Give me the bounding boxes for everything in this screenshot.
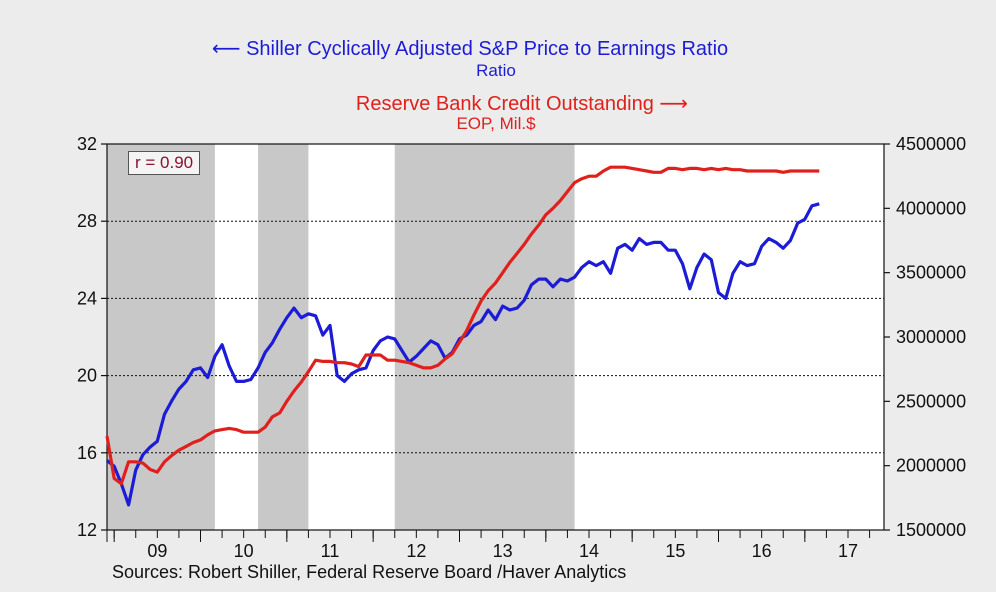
left-axis-tick-label: 16 bbox=[77, 443, 97, 463]
left-axis-tick-label: 28 bbox=[77, 211, 97, 231]
x-axis-tick-label: 12 bbox=[406, 541, 426, 561]
right-arrow-icon: ⟶ bbox=[659, 93, 689, 115]
blue-series-title: ⟵ Shiller Cyclically Adjusted S&P Price … bbox=[0, 36, 940, 61]
red-series-title: Reserve Bank Credit Outstanding ⟶ bbox=[0, 91, 996, 116]
left-axis-tick-label: 20 bbox=[77, 366, 97, 386]
x-axis-tick-label: 09 bbox=[147, 541, 167, 561]
x-axis-tick-label: 10 bbox=[234, 541, 254, 561]
left-axis-tick-label: 32 bbox=[77, 134, 97, 154]
shaded-period-3 bbox=[394, 144, 575, 530]
right-axis-tick-label: 4000000 bbox=[896, 198, 966, 218]
reserve-credit-line bbox=[105, 165, 820, 486]
left-axis-tick-label: 24 bbox=[77, 288, 97, 308]
red-series-title-text: Reserve Bank Credit Outstanding bbox=[355, 93, 654, 115]
sources-note: Sources: Robert Shiller, Federal Reserve… bbox=[112, 562, 627, 582]
left-arrow-icon: ⟵ bbox=[211, 38, 241, 60]
x-axis-tick-label: 14 bbox=[579, 541, 599, 561]
shaded-period-2 bbox=[258, 144, 309, 530]
right-axis-tick-label: 4500000 bbox=[896, 134, 966, 154]
x-axis-tick-label: 16 bbox=[752, 541, 772, 561]
blue-series-unit: Ratio bbox=[476, 61, 516, 80]
left-axis-tick-label: 12 bbox=[77, 520, 97, 540]
shaded-period-1 bbox=[107, 144, 215, 530]
correlation-annotation: r = 0.90 bbox=[128, 151, 201, 175]
right-axis-tick-label: 1500000 bbox=[896, 520, 966, 540]
right-axis-tick-label: 2000000 bbox=[896, 456, 966, 476]
right-axis-tick-label: 3000000 bbox=[896, 327, 966, 347]
x-axis-tick-label: 15 bbox=[665, 541, 685, 561]
x-axis-tick-label: 11 bbox=[321, 541, 340, 561]
red-series-unit: EOP, Mil.$ bbox=[456, 114, 536, 133]
right-axis-tick-label: 2500000 bbox=[896, 391, 966, 411]
x-axis-tick-label: 17 bbox=[838, 541, 858, 561]
x-axis-tick-label: 13 bbox=[493, 541, 513, 561]
right-axis-tick-label: 3500000 bbox=[896, 263, 966, 283]
blue-series-title-text: Shiller Cyclically Adjusted S&P Price to… bbox=[246, 38, 729, 60]
